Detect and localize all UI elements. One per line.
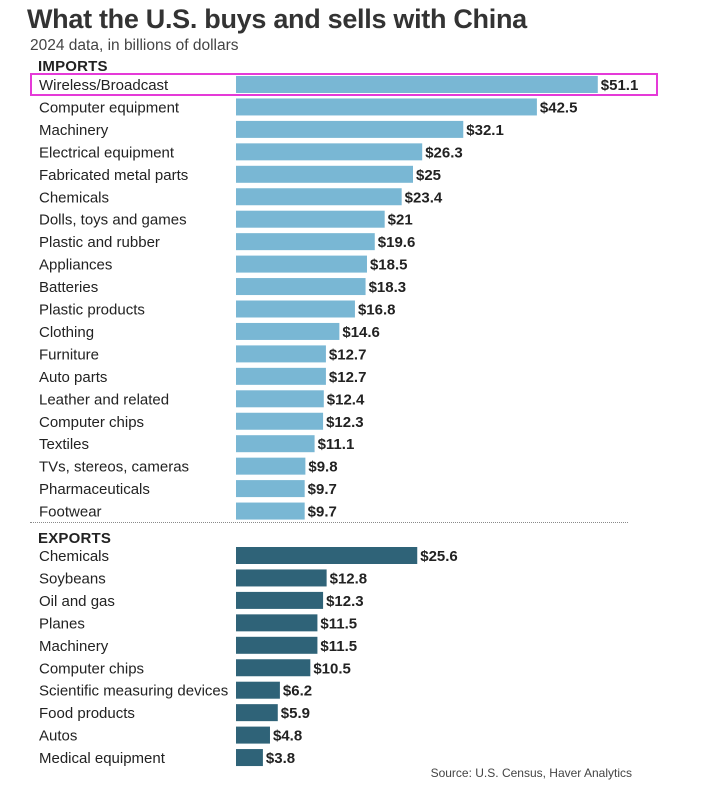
section-divider [30,522,628,523]
category-label: Plastic and rubber [39,234,160,251]
imports-section-heading: IMPORTS [38,58,108,75]
bar [236,120,464,138]
bar [236,547,418,564]
category-label: Chemicals [39,548,109,565]
category-label: Machinery [39,122,109,139]
category-label: Leather and related [39,391,169,408]
category-label: Oil and gas [39,593,115,610]
value-label: $19.6 [378,234,416,251]
bar [236,457,306,475]
category-label: Scientific measuring devices [39,683,228,700]
value-label: $12.7 [329,346,367,363]
category-label: Pharmaceuticals [39,481,150,498]
category-label: TVs, stereos, cameras [39,459,189,476]
value-label: $25.6 [420,548,458,565]
category-label: Textiles [39,436,89,453]
value-label: $51.1 [601,77,639,94]
value-label: $3.8 [266,750,295,767]
bar [236,659,311,677]
bar [236,165,413,183]
value-label: $9.7 [308,504,337,521]
category-label: Auto parts [39,369,107,386]
bar [236,435,315,453]
category-label: Fabricated metal parts [39,167,188,184]
exports-section-heading: EXPORTS [38,530,112,547]
value-label: $42.5 [540,99,578,116]
bar [236,480,305,498]
value-label: $12.3 [326,593,364,610]
bar [236,367,326,385]
bar [236,345,326,363]
category-label: Chemicals [39,189,109,206]
bar [236,76,598,93]
value-label: $18.5 [370,257,408,274]
value-label: $4.8 [273,728,302,745]
bar [236,233,375,251]
value-label: $16.8 [358,302,396,319]
value-label: $11.5 [320,638,357,655]
category-label: Computer chips [39,414,144,431]
value-label: $14.6 [342,324,380,341]
bar [236,255,367,273]
category-label: Computer chips [39,660,144,677]
category-label: Clothing [39,324,94,341]
bar [236,278,366,296]
value-label: $11.5 [320,615,357,632]
bar [236,704,278,722]
category-label: Computer equipment [39,99,180,116]
value-label: $12.4 [327,391,365,408]
bar [236,614,318,632]
category-label: Appliances [39,257,112,274]
value-label: $9.7 [308,481,337,498]
bar [236,726,270,744]
bar [236,749,263,767]
bar [236,636,318,654]
value-label: $32.1 [466,122,504,139]
value-label: $11.1 [318,436,355,453]
category-label: Soybeans [39,570,106,587]
source-note: Source: U.S. Census, Haver Analytics [430,766,632,780]
value-label: $6.2 [283,683,312,700]
category-label: Medical equipment [39,750,166,767]
category-label: Furniture [39,346,99,363]
bar [236,300,355,318]
category-label: Planes [39,615,85,632]
bar [236,143,423,161]
bar [236,390,324,408]
category-label: Food products [39,705,135,722]
category-label: Autos [39,728,77,745]
bar [236,98,537,116]
bar [236,210,385,228]
category-label: Dolls, toys and games [39,212,187,229]
bar [236,502,305,520]
value-label: $10.5 [313,660,351,677]
category-label: Plastic products [39,302,145,319]
chart-title: What the U.S. buys and sells with China [27,4,527,34]
value-label: $21 [388,212,413,229]
value-label: $9.8 [308,459,337,476]
category-label: Wireless/Broadcast [39,77,169,94]
value-label: $26.3 [425,144,463,161]
value-label: $18.3 [369,279,407,296]
value-label: $23.4 [405,189,443,206]
bar [236,322,340,340]
value-label: $12.8 [330,570,368,587]
category-label: Electrical equipment [39,144,175,161]
value-label: $12.3 [326,414,364,431]
value-label: $12.7 [329,369,367,386]
bar [236,569,327,587]
highlight-box [30,73,658,96]
bar [236,412,324,430]
bar [236,591,324,609]
value-label: $5.9 [281,705,310,722]
category-label: Footwear [39,504,102,521]
value-label: $25 [416,167,441,184]
bar [236,681,280,699]
category-label: Batteries [39,279,98,296]
chart-subtitle: 2024 data, in billions of dollars [30,37,239,54]
category-label: Machinery [39,638,109,655]
bar [236,188,402,206]
